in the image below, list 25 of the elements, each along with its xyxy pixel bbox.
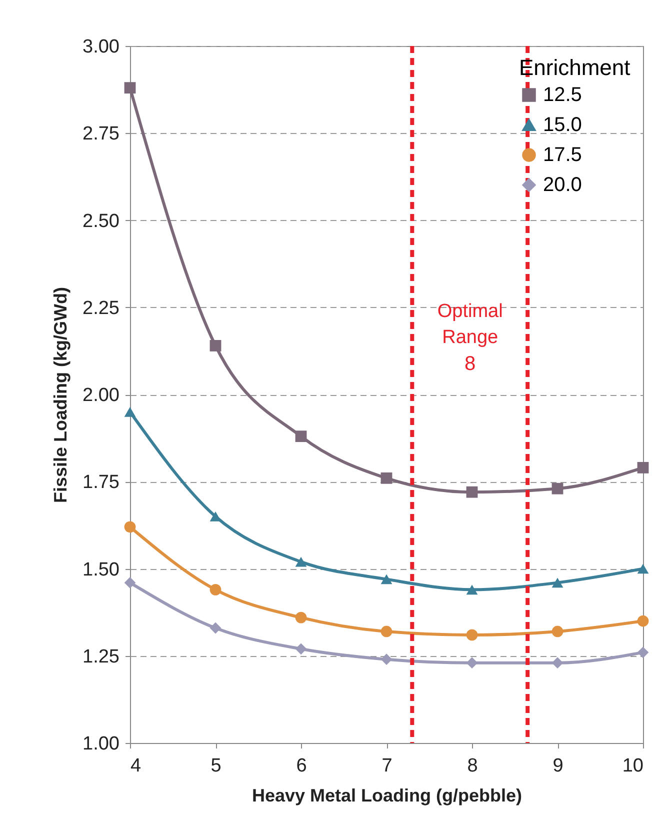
legend-label: 12.5 — [543, 84, 582, 106]
y-tick-label: 1.25 — [82, 646, 120, 668]
y-tick-label: 2.00 — [82, 385, 120, 406]
x-tick-label: 8 — [467, 756, 478, 776]
y-tick-label: 2.50 — [82, 210, 120, 232]
x-tick-label: 7 — [382, 756, 392, 776]
y-tick-label: 1.00 — [82, 734, 120, 754]
x-tick-label: 5 — [210, 756, 222, 776]
y-tick-label: 2.25 — [82, 298, 120, 319]
annotation: Optimal Range — [437, 301, 503, 348]
annotation: 8 — [464, 353, 476, 375]
y-tick-label: 1.50 — [82, 559, 120, 580]
y-tick-label: 1.75 — [82, 472, 120, 494]
x-tick-label: 4 — [130, 756, 142, 776]
legend-label: 15.0 — [543, 114, 582, 136]
legend-label: 17.5 — [543, 144, 582, 166]
x-tick-label: 10 — [622, 756, 644, 776]
x-axis-title: Heavy Metal Loading (g/pebble) — [252, 786, 522, 806]
legend-label: 20.0 — [543, 174, 582, 196]
legend-title: Enrichment — [519, 55, 630, 80]
x-tick-label: 9 — [552, 756, 564, 776]
y-tick-label: 3.00 — [82, 36, 120, 58]
y-axis-title: Fissile Loading (kg/GWd) — [50, 286, 71, 503]
y-tick-label: 2.75 — [82, 124, 120, 145]
x-tick-label: 6 — [296, 756, 307, 776]
